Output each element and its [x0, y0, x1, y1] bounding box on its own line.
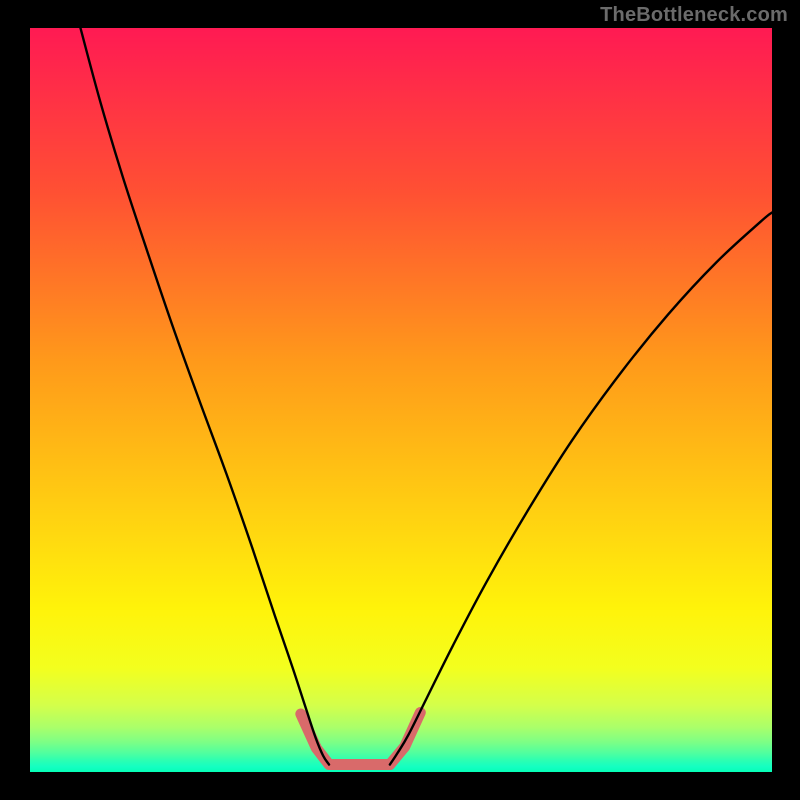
bottom-marker [301, 712, 420, 764]
outer-frame: TheBottleneck.com [0, 0, 800, 800]
plot-area [30, 28, 772, 772]
watermark-text: TheBottleneck.com [600, 4, 788, 27]
right-curve [390, 213, 772, 765]
curves-svg [30, 28, 772, 772]
left-curve [80, 28, 329, 765]
